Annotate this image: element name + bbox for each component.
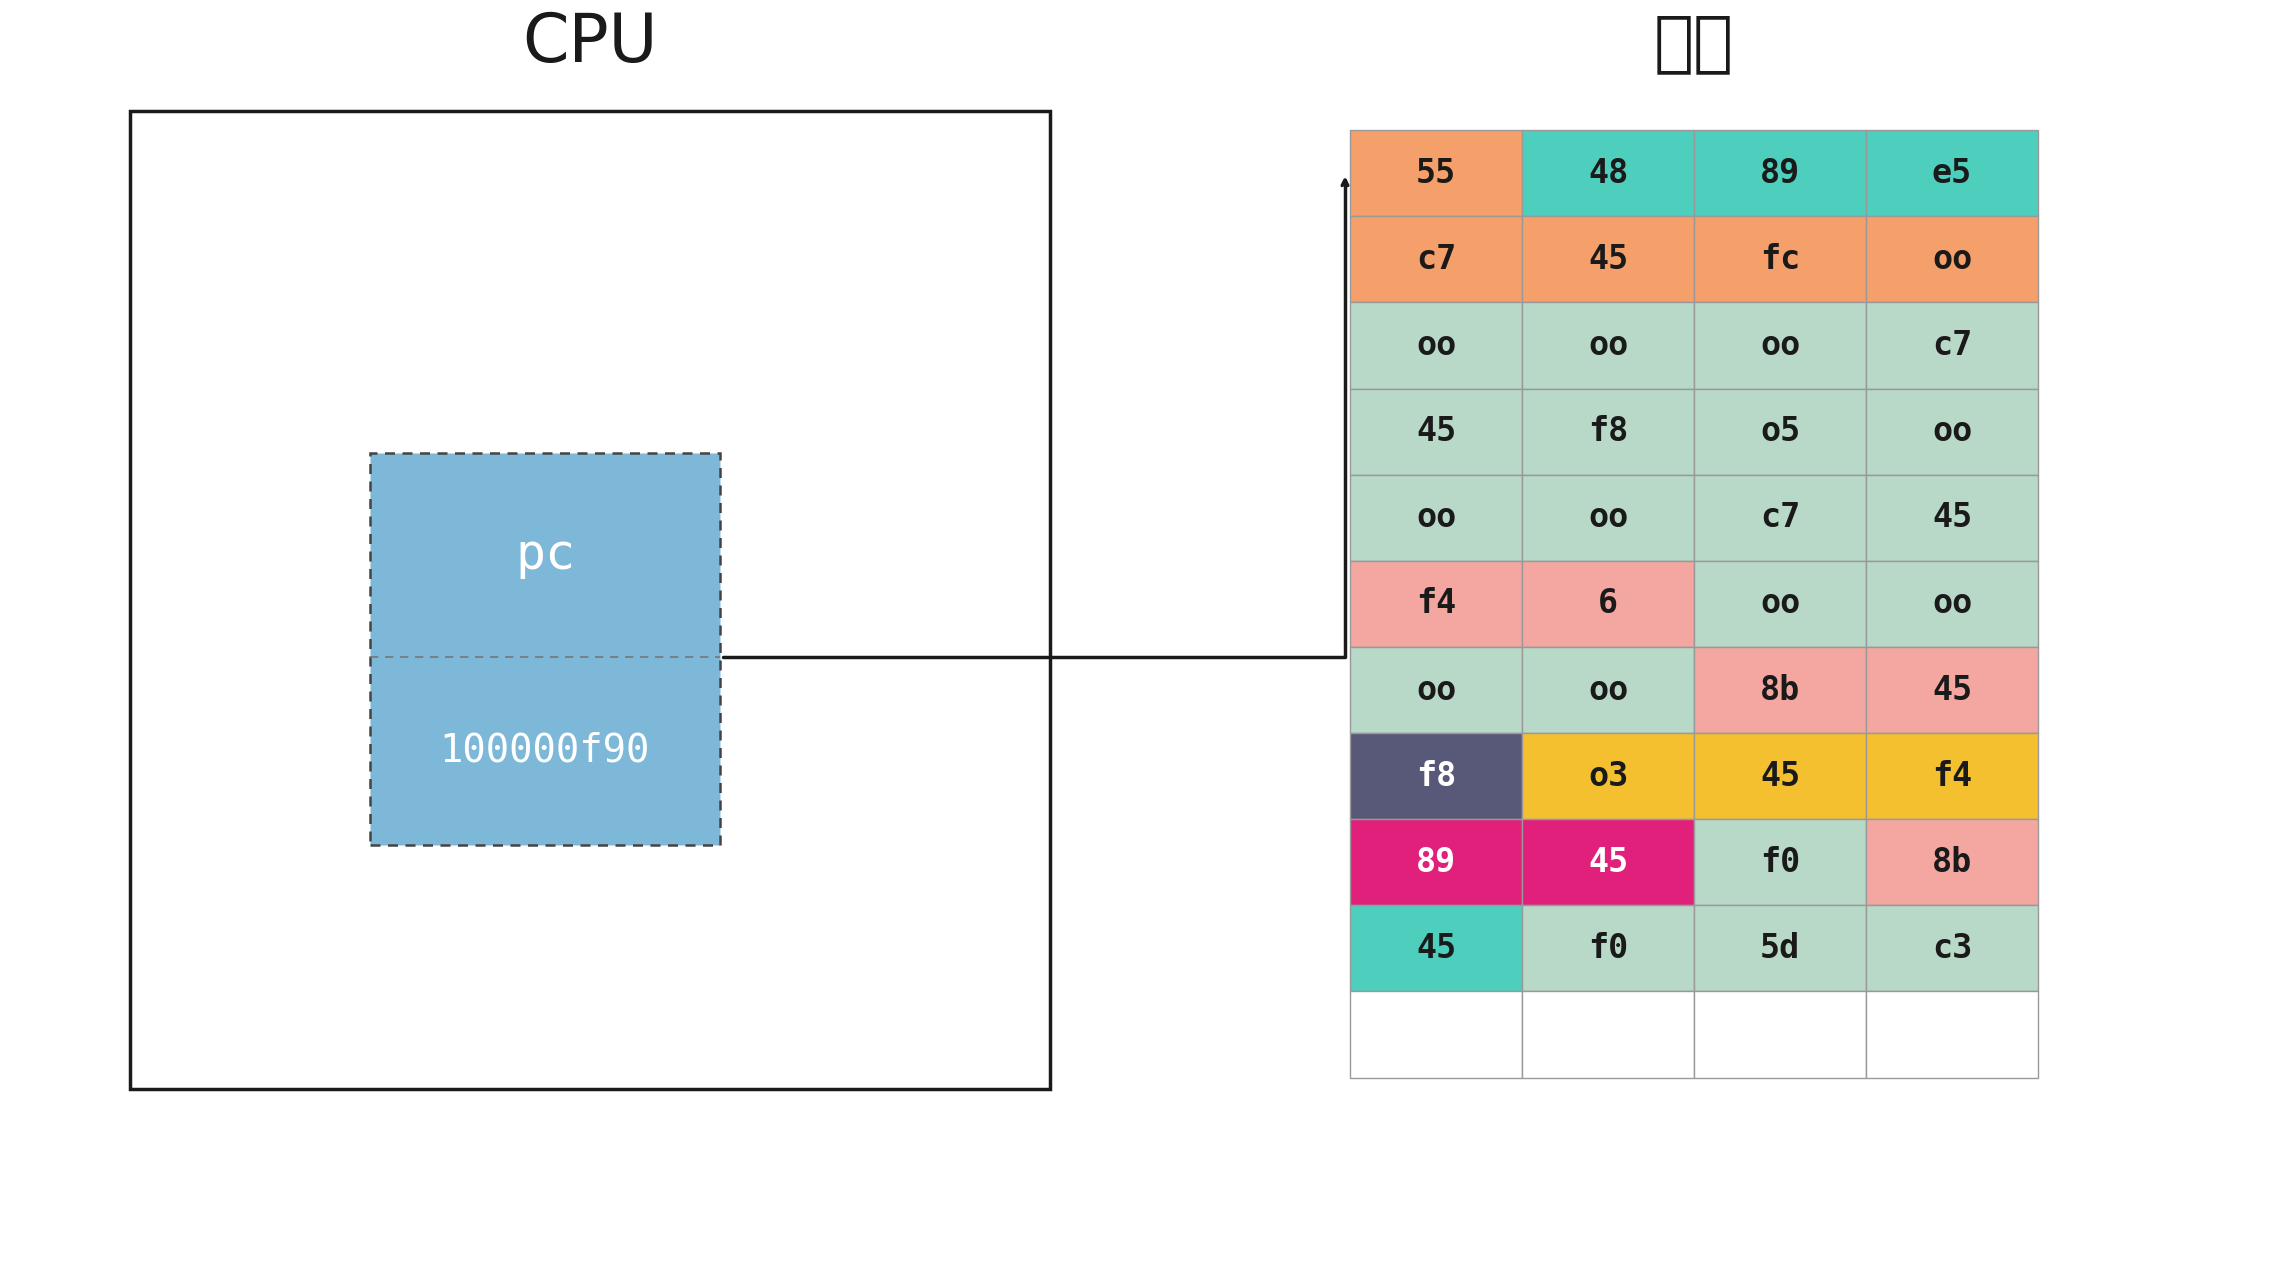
Bar bbox=[1521, 302, 1695, 388]
Text: 45: 45 bbox=[1932, 501, 1971, 535]
Bar bbox=[130, 111, 1051, 1090]
Text: 45: 45 bbox=[1416, 932, 1457, 965]
Text: oo: oo bbox=[1587, 501, 1628, 535]
Bar bbox=[1695, 906, 1866, 992]
Text: e5: e5 bbox=[1932, 157, 1971, 190]
Bar bbox=[1695, 646, 1866, 732]
Text: c7: c7 bbox=[1416, 243, 1457, 276]
Bar bbox=[1866, 130, 2037, 216]
Text: 55: 55 bbox=[1416, 157, 1457, 190]
Text: 45: 45 bbox=[1587, 243, 1628, 276]
Bar bbox=[1695, 130, 1866, 216]
Bar bbox=[1521, 216, 1695, 302]
Bar bbox=[1866, 992, 2037, 1078]
Text: oo: oo bbox=[1587, 673, 1628, 707]
Bar bbox=[1695, 216, 1866, 302]
Bar bbox=[1521, 474, 1695, 560]
Bar bbox=[1866, 216, 2037, 302]
Bar bbox=[1695, 560, 1866, 646]
Text: CPU: CPU bbox=[523, 10, 658, 76]
Text: oo: oo bbox=[1761, 329, 1800, 362]
Bar bbox=[1350, 646, 1521, 732]
Bar bbox=[1866, 388, 2037, 474]
Bar bbox=[1521, 732, 1695, 819]
Bar bbox=[1521, 906, 1695, 992]
Text: f0: f0 bbox=[1587, 932, 1628, 965]
Text: f4: f4 bbox=[1416, 587, 1457, 621]
Text: 6: 6 bbox=[1599, 587, 1617, 621]
Text: c3: c3 bbox=[1932, 932, 1971, 965]
Text: c7: c7 bbox=[1932, 329, 1971, 362]
Text: 45: 45 bbox=[1761, 759, 1800, 793]
Text: 内存: 内存 bbox=[1654, 10, 1734, 76]
Bar bbox=[1350, 302, 1521, 388]
Bar bbox=[1350, 130, 1521, 216]
Text: 89: 89 bbox=[1761, 157, 1800, 190]
Text: oo: oo bbox=[1587, 329, 1628, 362]
Bar bbox=[1866, 646, 2037, 732]
Bar bbox=[1521, 560, 1695, 646]
Text: oo: oo bbox=[1761, 587, 1800, 621]
Bar bbox=[1695, 388, 1866, 474]
Text: 45: 45 bbox=[1587, 846, 1628, 879]
Bar bbox=[1695, 474, 1866, 560]
Bar bbox=[1521, 130, 1695, 216]
Bar bbox=[1521, 646, 1695, 732]
Text: 8b: 8b bbox=[1932, 846, 1971, 879]
Bar bbox=[1521, 388, 1695, 474]
Text: fc: fc bbox=[1761, 243, 1800, 276]
Text: oo: oo bbox=[1932, 415, 1971, 448]
Bar bbox=[1350, 216, 1521, 302]
Text: oo: oo bbox=[1932, 587, 1971, 621]
Bar bbox=[1866, 474, 2037, 560]
Bar bbox=[1350, 819, 1521, 906]
Text: 45: 45 bbox=[1932, 673, 1971, 707]
Text: c7: c7 bbox=[1761, 501, 1800, 535]
Bar bbox=[1695, 819, 1866, 906]
Text: 5d: 5d bbox=[1761, 932, 1800, 965]
Bar bbox=[1695, 732, 1866, 819]
Text: oo: oo bbox=[1932, 243, 1971, 276]
Text: 8b: 8b bbox=[1761, 673, 1800, 707]
Bar bbox=[1521, 819, 1695, 906]
Bar bbox=[1350, 560, 1521, 646]
Bar bbox=[1521, 992, 1695, 1078]
Bar bbox=[1350, 388, 1521, 474]
Text: 100000f90: 100000f90 bbox=[441, 731, 651, 770]
Bar bbox=[1695, 992, 1866, 1078]
Text: f8: f8 bbox=[1587, 415, 1628, 448]
Bar bbox=[1350, 474, 1521, 560]
Bar bbox=[370, 454, 719, 844]
Text: 45: 45 bbox=[1416, 415, 1457, 448]
Bar bbox=[1866, 819, 2037, 906]
Text: f4: f4 bbox=[1932, 759, 1971, 793]
Text: o5: o5 bbox=[1761, 415, 1800, 448]
Bar bbox=[1866, 732, 2037, 819]
Text: oo: oo bbox=[1416, 501, 1457, 535]
Text: f0: f0 bbox=[1761, 846, 1800, 879]
Bar bbox=[1866, 302, 2037, 388]
Bar bbox=[1695, 302, 1866, 388]
Bar bbox=[1350, 992, 1521, 1078]
Text: 89: 89 bbox=[1416, 846, 1457, 879]
Bar bbox=[1866, 906, 2037, 992]
Text: pc: pc bbox=[514, 531, 576, 580]
Bar bbox=[1350, 906, 1521, 992]
Text: 48: 48 bbox=[1587, 157, 1628, 190]
Text: oo: oo bbox=[1416, 673, 1457, 707]
Bar bbox=[1350, 732, 1521, 819]
Text: f8: f8 bbox=[1416, 759, 1457, 793]
Text: o3: o3 bbox=[1587, 759, 1628, 793]
Text: oo: oo bbox=[1416, 329, 1457, 362]
Bar bbox=[1866, 560, 2037, 646]
